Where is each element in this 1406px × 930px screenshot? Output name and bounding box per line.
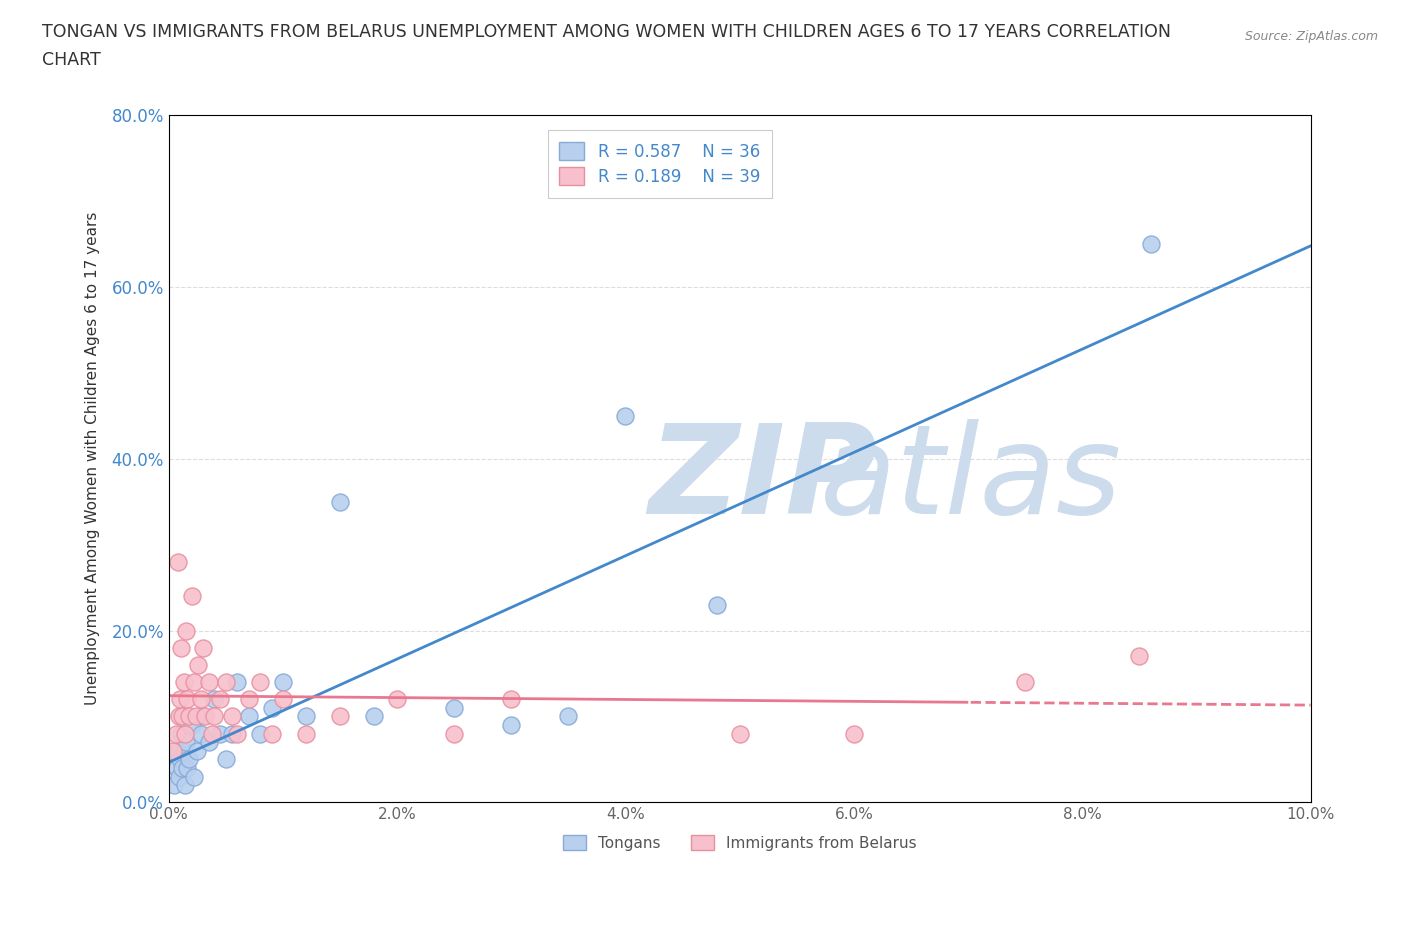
Point xyxy=(443,700,465,715)
Point xyxy=(294,709,316,724)
Point xyxy=(162,743,184,758)
Point xyxy=(169,692,191,707)
Text: TONGAN VS IMMIGRANTS FROM BELARUS UNEMPLOYMENT AMONG WOMEN WITH CHILDREN AGES 6 : TONGAN VS IMMIGRANTS FROM BELARUS UNEMPL… xyxy=(42,23,1171,41)
Point xyxy=(179,709,201,724)
Point xyxy=(180,718,202,733)
Point xyxy=(204,709,226,724)
Point xyxy=(173,743,195,758)
Point xyxy=(271,674,294,689)
Point xyxy=(167,743,190,758)
Point xyxy=(329,494,352,509)
Point xyxy=(329,709,352,724)
Point xyxy=(173,777,195,792)
Point xyxy=(170,640,193,655)
Point xyxy=(167,709,190,724)
Point xyxy=(191,640,214,655)
Point xyxy=(172,761,194,776)
Point xyxy=(363,709,385,724)
Point xyxy=(226,674,249,689)
Point xyxy=(1139,236,1161,251)
Point xyxy=(173,674,195,689)
Point xyxy=(201,726,224,741)
Point xyxy=(260,700,283,715)
Point xyxy=(706,597,728,612)
Point xyxy=(197,674,219,689)
Point xyxy=(501,718,523,733)
Point xyxy=(271,692,294,707)
Point xyxy=(173,726,195,741)
Point xyxy=(557,709,579,724)
Point xyxy=(385,692,408,707)
Point xyxy=(221,726,243,741)
Point xyxy=(186,743,208,758)
Y-axis label: Unemployment Among Women with Children Ages 6 to 17 years: Unemployment Among Women with Children A… xyxy=(86,212,100,705)
Point xyxy=(183,769,205,784)
Point xyxy=(215,752,238,767)
Point xyxy=(238,709,260,724)
Point xyxy=(174,735,197,750)
Point xyxy=(165,726,187,741)
Point xyxy=(174,623,197,638)
Point xyxy=(166,761,188,776)
Point xyxy=(249,674,271,689)
Point xyxy=(197,735,219,750)
Point xyxy=(180,589,202,604)
Point xyxy=(842,726,865,741)
Text: Source: ZipAtlas.com: Source: ZipAtlas.com xyxy=(1244,30,1378,43)
Point xyxy=(186,709,208,724)
Point xyxy=(226,726,249,741)
Text: ZIP: ZIP xyxy=(648,418,877,539)
Point xyxy=(260,726,283,741)
Point xyxy=(1128,649,1150,664)
Point xyxy=(187,658,209,672)
Point xyxy=(179,752,201,767)
Point xyxy=(209,726,232,741)
Point xyxy=(209,692,232,707)
Point xyxy=(501,692,523,707)
Point xyxy=(163,777,186,792)
Point xyxy=(215,674,238,689)
Point xyxy=(204,692,226,707)
Point xyxy=(614,408,637,423)
Point xyxy=(172,709,194,724)
Point xyxy=(194,709,217,724)
Point xyxy=(169,752,191,767)
Point xyxy=(176,761,198,776)
Point xyxy=(294,726,316,741)
Point xyxy=(170,726,193,741)
Point xyxy=(167,554,190,569)
Text: atlas: atlas xyxy=(820,418,1122,539)
Point xyxy=(1014,674,1036,689)
Point xyxy=(190,692,212,707)
Text: CHART: CHART xyxy=(42,51,101,69)
Point xyxy=(183,674,205,689)
Point xyxy=(249,726,271,741)
Point xyxy=(176,692,198,707)
Point xyxy=(190,726,212,741)
Legend: Tongans, Immigrants from Belarus: Tongans, Immigrants from Belarus xyxy=(557,829,922,857)
Point xyxy=(191,709,214,724)
Point xyxy=(443,726,465,741)
Point xyxy=(221,709,243,724)
Point xyxy=(238,692,260,707)
Point xyxy=(167,769,190,784)
Point xyxy=(728,726,751,741)
